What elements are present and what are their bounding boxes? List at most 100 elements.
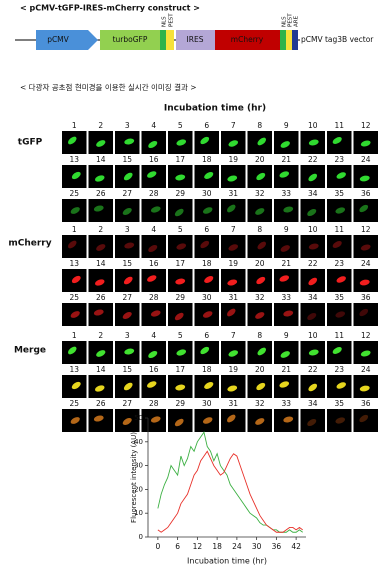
nls-label: NLS xyxy=(282,16,288,27)
frame-number: 22 xyxy=(308,155,318,164)
frame-number: 15 xyxy=(122,155,132,164)
cell xyxy=(257,347,267,356)
turbogfp-label: turboGFP xyxy=(113,35,148,44)
frame-number: 35 xyxy=(334,189,344,198)
cell xyxy=(150,310,161,317)
frame-number: 2 xyxy=(98,331,103,340)
image-panel xyxy=(327,303,352,326)
cell xyxy=(336,172,346,179)
cell xyxy=(227,414,236,423)
cell xyxy=(335,417,346,424)
cell xyxy=(176,349,187,356)
frame-number: 17 xyxy=(175,365,185,374)
frame-number: 29 xyxy=(175,293,185,302)
frame-number: 12 xyxy=(361,225,371,234)
cell xyxy=(227,308,236,317)
cell xyxy=(307,418,317,427)
cell xyxy=(279,171,290,178)
frame-number: 30 xyxy=(202,293,212,302)
cell xyxy=(176,139,187,146)
cell xyxy=(174,418,184,427)
cell xyxy=(283,206,294,213)
cell xyxy=(93,415,104,422)
frame-number: 34 xyxy=(308,189,318,198)
ires-box xyxy=(176,30,215,50)
frame-number: 29 xyxy=(175,189,185,198)
frame-number: 13 xyxy=(69,365,79,374)
image-panel xyxy=(300,409,325,432)
cell xyxy=(308,243,319,250)
x-tick-label: 30 xyxy=(252,542,262,551)
turbogfp-box xyxy=(100,30,160,50)
image-panel xyxy=(221,303,246,326)
nls-label: NLS xyxy=(162,16,168,27)
image-panel xyxy=(247,235,272,258)
are-box xyxy=(292,30,298,50)
image-panel xyxy=(300,235,325,258)
cell xyxy=(122,311,132,320)
pcmv-label: pCMV xyxy=(47,35,69,44)
pest-label: PEST xyxy=(169,13,175,27)
imaging-subtitle: < 다광자 공초점 현미경을 이용한 실시간 이미징 결과 > xyxy=(20,82,197,92)
frame-number: 4 xyxy=(151,121,156,130)
frame-number: 19 xyxy=(228,259,238,268)
frame-number: 33 xyxy=(281,399,291,408)
cell xyxy=(204,276,214,283)
cell xyxy=(175,384,186,391)
frame-number: 35 xyxy=(334,293,344,302)
cell xyxy=(68,240,77,249)
frame-number: 3 xyxy=(125,331,130,340)
cell xyxy=(94,175,105,182)
cell xyxy=(70,311,80,318)
cell xyxy=(147,381,157,388)
frame-number: 20 xyxy=(255,259,265,268)
frame-number: 15 xyxy=(122,365,132,374)
cell xyxy=(200,136,210,145)
frame-number: 6 xyxy=(204,225,209,234)
cell xyxy=(148,140,158,149)
cell xyxy=(360,244,371,251)
cell xyxy=(332,241,342,248)
frame-number: 13 xyxy=(69,259,79,268)
frame-number: 1 xyxy=(72,121,77,130)
cell xyxy=(255,208,265,215)
frame-number: 27 xyxy=(122,399,132,408)
cell xyxy=(71,171,81,180)
frame-number: 13 xyxy=(69,155,79,164)
frame-number: 12 xyxy=(361,121,371,130)
cell xyxy=(96,244,106,251)
y-tick-label: 10 xyxy=(134,509,143,517)
cell xyxy=(176,243,187,250)
frame-number: 5 xyxy=(178,121,183,130)
frame-number: 3 xyxy=(125,121,130,130)
mcherry-box xyxy=(215,30,280,50)
cell xyxy=(228,244,239,251)
frame-number: 8 xyxy=(257,121,262,130)
frame-number: 30 xyxy=(202,189,212,198)
image-panel xyxy=(221,235,246,258)
frame-number: 18 xyxy=(202,365,212,374)
cell xyxy=(200,346,210,355)
x-tick-label: 12 xyxy=(193,542,203,551)
x-tick-label: 6 xyxy=(175,542,180,551)
x-tick-label: 18 xyxy=(212,542,222,551)
cell xyxy=(308,277,318,286)
frame-number: 36 xyxy=(361,189,371,198)
row-label: tGFP xyxy=(18,138,43,148)
cell xyxy=(94,279,105,286)
frame-number: 36 xyxy=(361,399,371,408)
frame-number: 21 xyxy=(281,365,291,374)
cell xyxy=(360,350,371,357)
cell xyxy=(359,204,369,213)
frame-number: 17 xyxy=(175,259,185,268)
cell xyxy=(123,276,133,285)
image-panel xyxy=(62,235,87,258)
row-label: Merge xyxy=(14,346,46,356)
cell xyxy=(94,385,105,392)
image-panel xyxy=(327,409,352,432)
cell xyxy=(122,207,132,216)
header-title: < pCMV-tGFP-IRES-mCherry construct > xyxy=(20,4,200,13)
cell xyxy=(227,279,238,286)
x-tick-label: 42 xyxy=(291,542,301,551)
frame-number: 16 xyxy=(149,155,159,164)
